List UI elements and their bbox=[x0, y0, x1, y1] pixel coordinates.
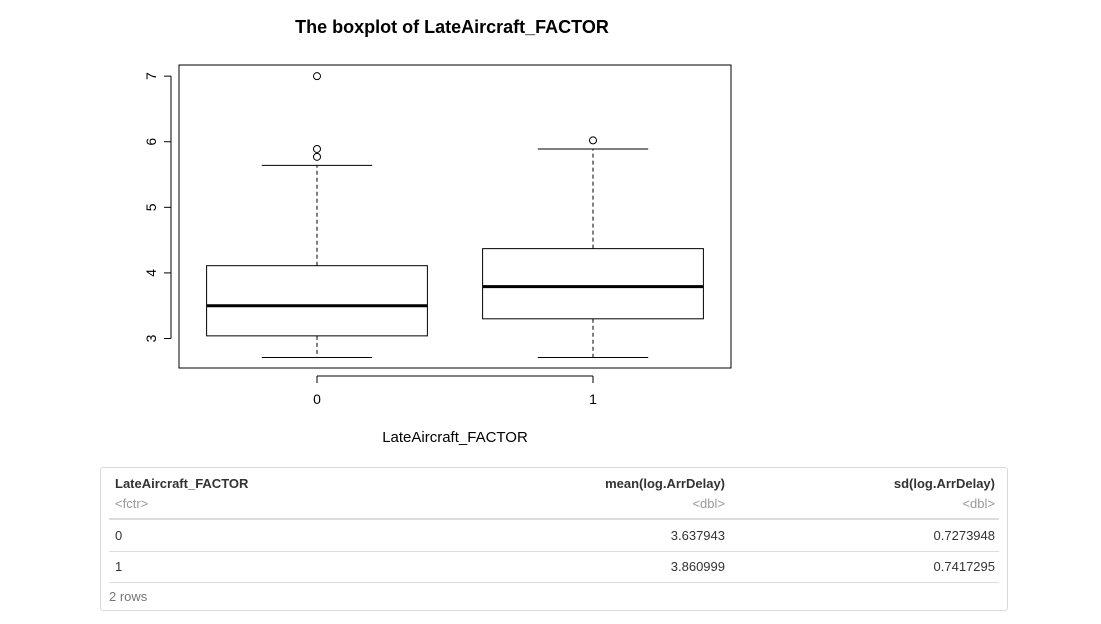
column-header-sd: sd(log.ArrDelay) bbox=[893, 476, 995, 491]
box-iqr bbox=[482, 248, 704, 320]
table-row: 0 3.637943 0.7273948 bbox=[109, 520, 999, 552]
table-cell: 1 bbox=[115, 559, 123, 574]
summary-table: LateAircraft_FACTOR <fctr> mean(log.ArrD… bbox=[100, 467, 1008, 611]
y-tick-label: 3 bbox=[143, 334, 159, 342]
boxplot-chart: The boxplot of LateAircraft_FACTOR 3 4 5 6 7… bbox=[143, 17, 732, 446]
table-cell: 3.637943 bbox=[670, 528, 725, 543]
y-tick-label: 7 bbox=[143, 72, 159, 80]
column-header-mean: mean(log.ArrDelay) bbox=[605, 476, 725, 491]
x-axis-label: LateAircraft_FACTOR bbox=[382, 429, 528, 446]
y-tick-label: 6 bbox=[143, 138, 159, 146]
box-iqr bbox=[206, 265, 428, 337]
chart-marks: 3 4 5 6 7 0 1 bbox=[143, 72, 704, 407]
table-cell: 0.7417295 bbox=[933, 559, 995, 574]
column-header-factor: LateAircraft_FACTOR bbox=[115, 476, 249, 491]
plot-frame bbox=[178, 64, 732, 369]
chart-title: The boxplot of LateAircraft_FACTOR bbox=[295, 17, 609, 37]
table-cell: 0.7273948 bbox=[933, 528, 995, 543]
outlier-point bbox=[313, 152, 321, 161]
outlier-point bbox=[313, 144, 321, 153]
column-type-mean: <dbl> bbox=[692, 496, 725, 511]
table-row: 1 3.860999 0.7417295 bbox=[109, 551, 999, 583]
outlier-point bbox=[313, 72, 321, 81]
outlier-point bbox=[589, 136, 597, 145]
x-tick-label: 1 bbox=[589, 391, 597, 407]
table-cell: 0 bbox=[115, 528, 123, 543]
column-type-factor: <fctr> bbox=[115, 496, 149, 511]
table-footer: 2 rows bbox=[109, 589, 148, 604]
column-type-sd: <dbl> bbox=[962, 496, 995, 511]
x-tick-label: 0 bbox=[313, 391, 321, 407]
table-cell: 3.860999 bbox=[670, 559, 725, 574]
table-header: LateAircraft_FACTOR <fctr> mean(log.ArrD… bbox=[109, 476, 999, 520]
y-tick-label: 4 bbox=[143, 269, 159, 277]
y-tick-label: 5 bbox=[143, 203, 159, 211]
